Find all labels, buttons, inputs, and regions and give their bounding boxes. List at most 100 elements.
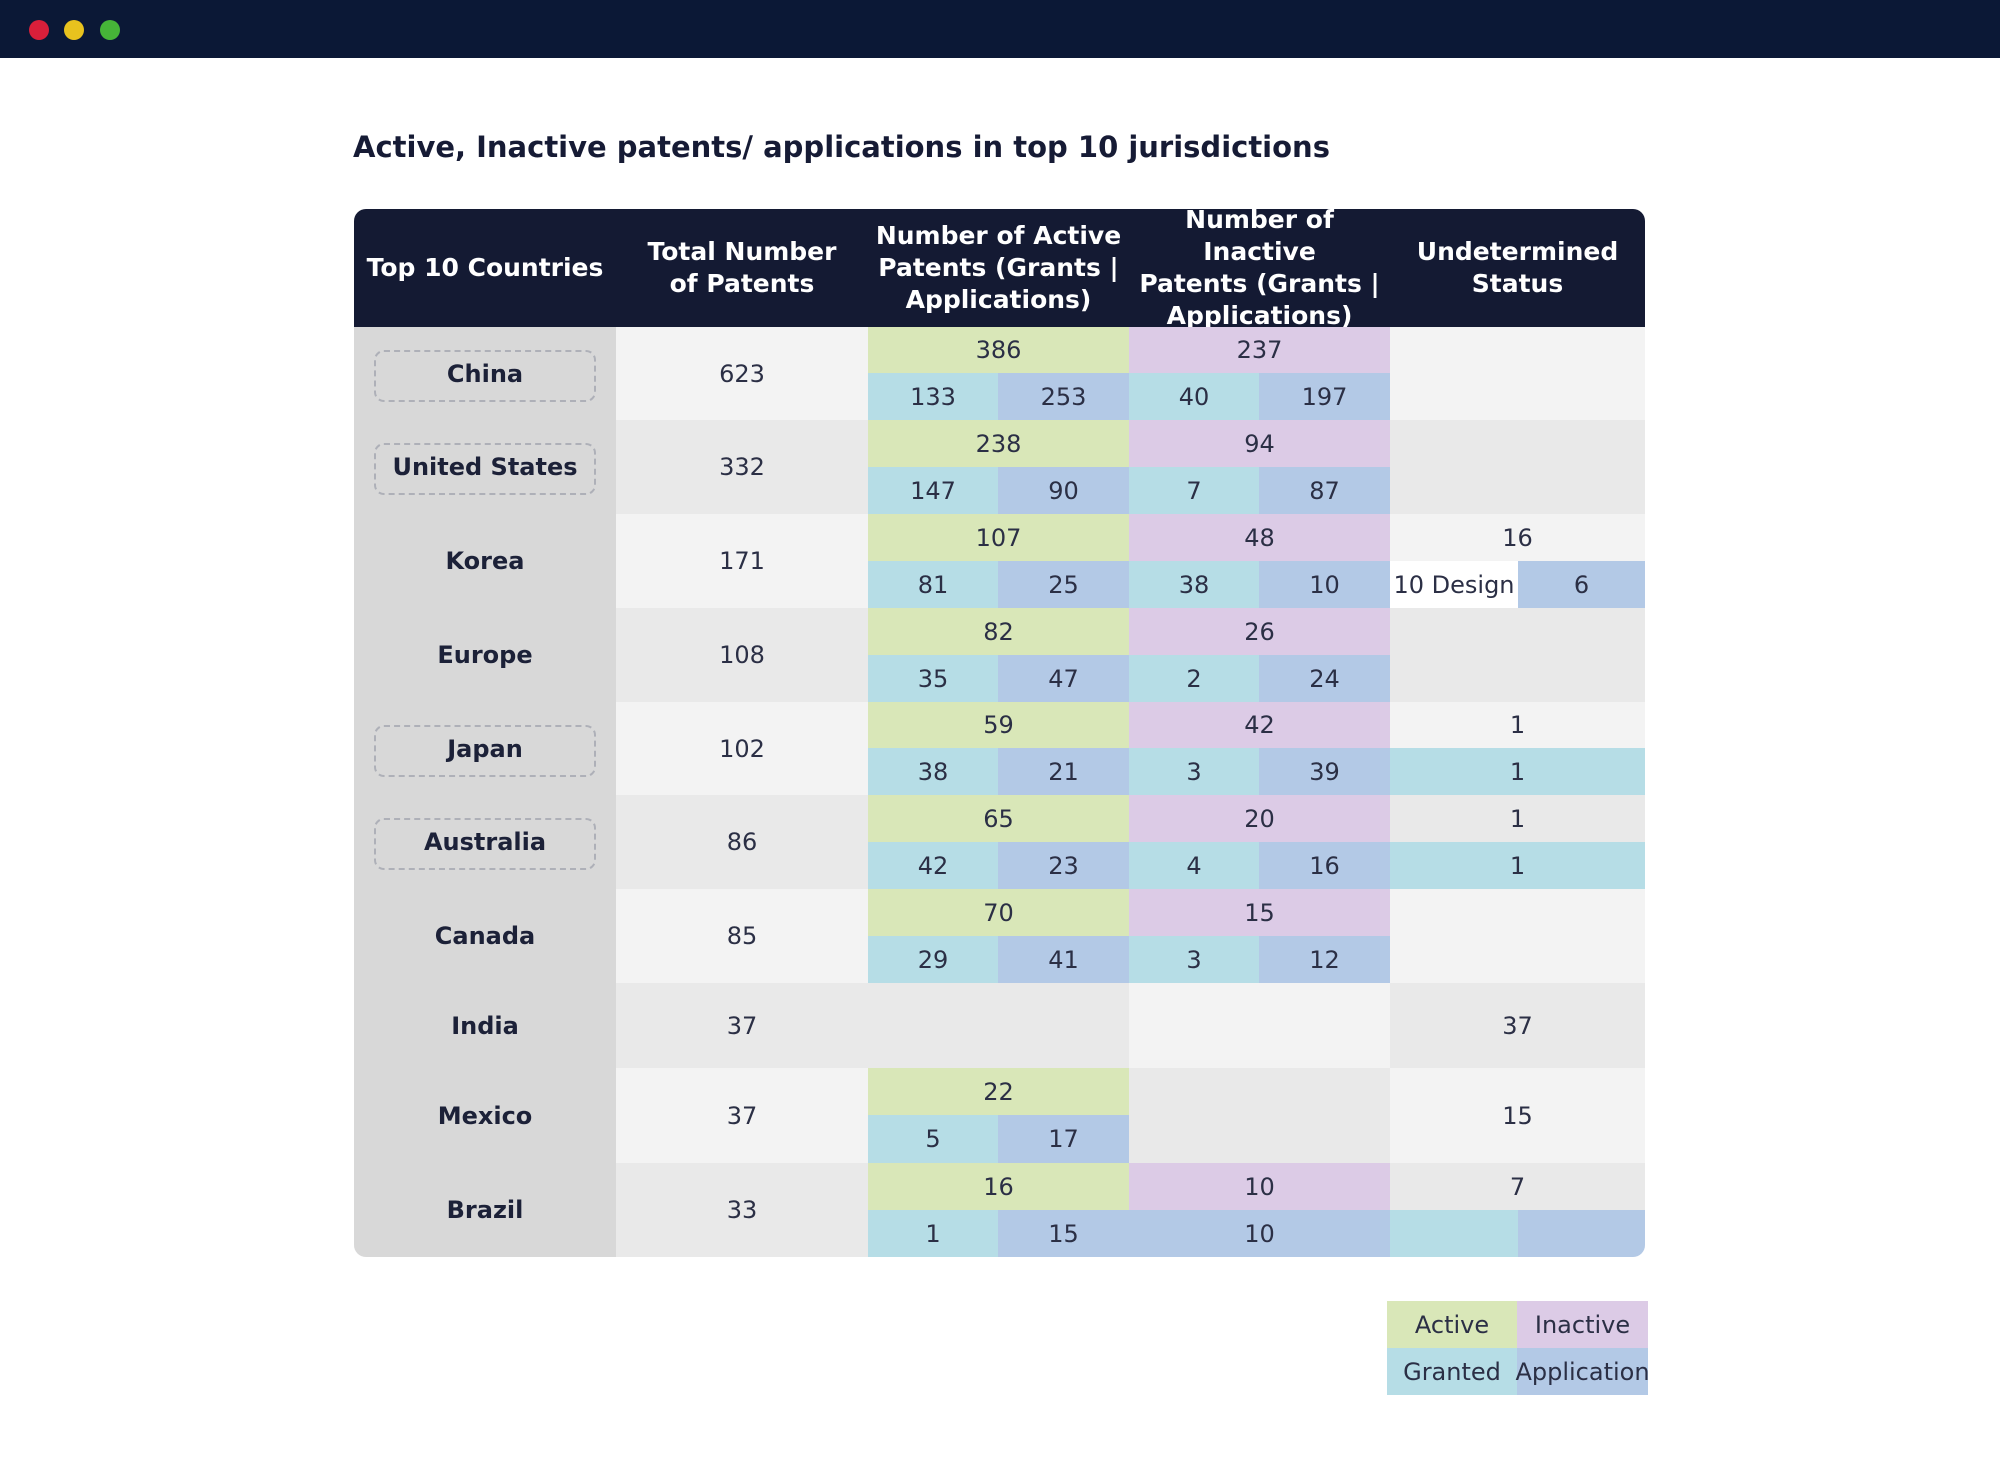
page-title: Active, Inactive patents/ applications i… xyxy=(353,130,1330,164)
inactive-total: 20 xyxy=(1129,795,1390,842)
undetermined-empty xyxy=(1390,420,1645,514)
undetermined-total: 1 xyxy=(1390,795,1645,842)
inactive-application: 39 xyxy=(1259,748,1390,795)
active-application: 90 xyxy=(998,467,1129,514)
header-total: Total Number of Patents xyxy=(616,209,868,327)
active-granted: 81 xyxy=(868,561,998,608)
total-cell: 108 xyxy=(616,608,868,702)
inactive-total: 48 xyxy=(1129,514,1390,561)
undetermined-total: 1 xyxy=(1390,702,1645,748)
undetermined-total: 37 xyxy=(1390,983,1645,1068)
legend-inactive: Inactive xyxy=(1517,1301,1648,1348)
country-label: Brazil xyxy=(354,1163,616,1257)
inactive-empty xyxy=(1129,983,1390,1068)
inactive-application: 16 xyxy=(1259,842,1390,889)
undetermined-granted: 10 Design xyxy=(1390,561,1518,608)
country-name: Brazil xyxy=(447,1196,524,1224)
total-cell: 33 xyxy=(616,1163,868,1257)
active-total: 82 xyxy=(868,608,1129,655)
country-label: Japan xyxy=(354,702,616,795)
active-application: 17 xyxy=(998,1115,1129,1163)
active-granted: 35 xyxy=(868,655,998,702)
total-cell: 86 xyxy=(616,795,868,889)
active-total: 65 xyxy=(868,795,1129,842)
country-name: Japan xyxy=(447,735,523,763)
country-name: Europe xyxy=(437,641,532,669)
total-cell: 37 xyxy=(616,983,868,1068)
legend-active: Active xyxy=(1387,1301,1517,1348)
undetermined-empty xyxy=(1390,608,1645,702)
country-label: Mexico xyxy=(354,1068,616,1163)
active-application: 15 xyxy=(998,1210,1129,1257)
active-application: 253 xyxy=(998,373,1129,420)
country-name: Australia xyxy=(424,828,546,856)
total-cell: 623 xyxy=(616,327,868,420)
active-application: 41 xyxy=(998,936,1129,983)
undetermined-application: 6 xyxy=(1518,561,1645,608)
active-application: 23 xyxy=(998,842,1129,889)
close-window-icon[interactable] xyxy=(29,20,49,40)
inactive-application: 10 xyxy=(1259,561,1390,608)
total-cell: 171 xyxy=(616,514,868,608)
active-granted: 133 xyxy=(868,373,998,420)
undetermined-application xyxy=(1518,1210,1645,1257)
header-undetermined: Undetermined Status xyxy=(1390,209,1645,327)
active-application: 21 xyxy=(998,748,1129,795)
country-name: India xyxy=(451,1012,519,1040)
header-countries: Top 10 Countries xyxy=(354,209,616,327)
country-label: Europe xyxy=(354,608,616,702)
inactive-total: 42 xyxy=(1129,702,1390,748)
country-name: Mexico xyxy=(438,1102,533,1130)
total-cell: 332 xyxy=(616,420,868,514)
inactive-application: 87 xyxy=(1259,467,1390,514)
inactive-total: 10 xyxy=(1129,1163,1390,1210)
undetermined-granted: 1 xyxy=(1390,748,1645,795)
inactive-application: 197 xyxy=(1259,373,1390,420)
active-total: 16 xyxy=(868,1163,1129,1210)
undetermined-empty xyxy=(1390,327,1645,420)
country-label: China xyxy=(354,327,616,420)
inactive-total: 237 xyxy=(1129,327,1390,373)
active-granted: 5 xyxy=(868,1115,998,1163)
zoom-window-icon[interactable] xyxy=(100,20,120,40)
inactive-application: 24 xyxy=(1259,655,1390,702)
active-granted: 38 xyxy=(868,748,998,795)
header-inactive: Number of Inactive Patents (Grants | App… xyxy=(1129,209,1390,327)
active-total: 238 xyxy=(868,420,1129,467)
table-header: Top 10 Countries Total Number of Patents… xyxy=(354,209,1645,327)
active-application: 25 xyxy=(998,561,1129,608)
country-name: China xyxy=(447,360,523,388)
undetermined-total: 16 xyxy=(1390,514,1645,561)
active-total: 70 xyxy=(868,889,1129,936)
total-cell: 102 xyxy=(616,702,868,795)
active-total: 107 xyxy=(868,514,1129,561)
header-active: Number of Active Patents (Grants | Appli… xyxy=(868,209,1129,327)
legend-application: Application xyxy=(1517,1348,1648,1395)
total-cell: 37 xyxy=(616,1068,868,1163)
country-label: Australia xyxy=(354,795,616,889)
country-label: Canada xyxy=(354,889,616,983)
undetermined-total: 15 xyxy=(1390,1068,1645,1163)
inactive-total: 15 xyxy=(1129,889,1390,936)
inactive-granted: 7 xyxy=(1129,467,1259,514)
active-granted: 147 xyxy=(868,467,998,514)
country-label: India xyxy=(354,983,616,1068)
undetermined-granted xyxy=(1390,1210,1518,1257)
inactive-application: 12 xyxy=(1259,936,1390,983)
undetermined-granted: 1 xyxy=(1390,842,1645,889)
country-label: Korea xyxy=(354,514,616,608)
inactive-application: 10 xyxy=(1129,1210,1390,1257)
active-application: 47 xyxy=(998,655,1129,702)
inactive-empty xyxy=(1129,1068,1390,1163)
active-total: 386 xyxy=(868,327,1129,373)
minimize-window-icon[interactable] xyxy=(64,20,84,40)
active-empty xyxy=(868,983,1129,1068)
inactive-total: 94 xyxy=(1129,420,1390,467)
country-name: Korea xyxy=(446,547,525,575)
inactive-granted: 40 xyxy=(1129,373,1259,420)
legend: Active Inactive Granted Application xyxy=(1387,1301,1648,1395)
inactive-granted: 3 xyxy=(1129,936,1259,983)
undetermined-total: 7 xyxy=(1390,1163,1645,1210)
legend-granted: Granted xyxy=(1387,1348,1517,1395)
inactive-granted: 2 xyxy=(1129,655,1259,702)
